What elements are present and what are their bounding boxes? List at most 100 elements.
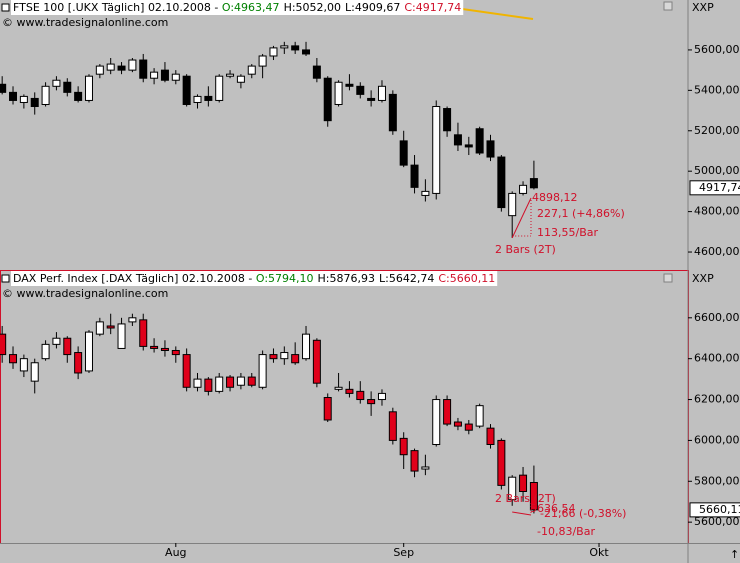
annotation: -10,83/Bar — [537, 525, 595, 538]
chart-title: FTSE 100 [.UKX Täglich] 02.10.2008 - — [13, 1, 222, 14]
candle-body — [464, 144, 473, 148]
y-tick-label: 4800,00 — [694, 205, 740, 218]
candle-body — [30, 362, 39, 382]
last-price-box — [689, 180, 740, 196]
candle-body — [160, 69, 169, 81]
candle-body — [128, 59, 137, 71]
panel-button[interactable] — [663, 1, 673, 11]
candle-body — [323, 77, 332, 122]
watermark: © www.tradesignalonline.com — [2, 287, 168, 300]
candle-body — [508, 476, 517, 501]
candle-body — [269, 47, 278, 57]
candle-body — [258, 55, 267, 67]
candle-body — [0, 83, 7, 93]
candle-body — [377, 85, 386, 101]
candle-body — [84, 331, 93, 372]
candle-body — [204, 95, 213, 101]
candle-body — [106, 63, 115, 71]
candle-body — [432, 106, 441, 194]
candle-body — [486, 427, 495, 445]
candle-body — [334, 81, 343, 105]
candle-body — [356, 85, 365, 95]
candle-body — [74, 91, 83, 101]
candle-body — [432, 399, 441, 445]
y-tick-label: 5600,00 — [694, 515, 740, 528]
x-tick-label: Sep — [393, 546, 414, 559]
candle-body — [236, 376, 245, 386]
y-tick-label: 5200,00 — [694, 124, 740, 137]
candle-body — [139, 59, 148, 79]
candle-body — [486, 140, 495, 158]
candle-body — [182, 75, 191, 105]
candle-body — [247, 65, 256, 75]
y-tick-label: 6000,00 — [694, 433, 740, 446]
candle-body — [41, 343, 50, 360]
candle-body — [139, 319, 148, 347]
ohlc-label: C:4917,74 — [404, 1, 461, 14]
panel-icon — [1, 3, 10, 12]
candle-body — [84, 75, 93, 101]
candle-body — [117, 323, 126, 349]
candle-body — [193, 95, 202, 103]
candle-body — [453, 134, 462, 146]
candle-body — [312, 339, 321, 384]
last-price-box — [689, 502, 740, 518]
ohlc-label: O:4963,47 — [222, 1, 280, 14]
axis-name: XXP — [692, 272, 714, 285]
candle-body — [171, 73, 180, 81]
y-tick-label: 6400,00 — [694, 352, 740, 365]
y-tick-label: 6600,00 — [694, 311, 740, 324]
candle-body — [247, 376, 256, 386]
annotation: 113,55/Bar — [537, 226, 598, 239]
y-tick-label: 5000,00 — [694, 164, 740, 177]
candle-body — [204, 378, 213, 392]
annotation: -21,66 (-0,38%) — [540, 507, 626, 520]
candle-body — [302, 49, 311, 55]
candle-body — [63, 81, 72, 93]
candle-body — [160, 347, 169, 351]
candle-body — [215, 75, 224, 101]
candle-body — [226, 73, 235, 77]
candle-body — [117, 65, 126, 71]
candle-body — [410, 450, 419, 472]
candle-body — [193, 378, 202, 388]
candle-body — [52, 79, 61, 87]
candle-body — [74, 352, 83, 374]
y-tick-label: 5600,00 — [694, 43, 740, 56]
candle-body — [95, 321, 104, 335]
candle-body — [443, 399, 452, 425]
watermark: © www.tradesignalonline.com — [2, 16, 168, 29]
ohlc-label: L:5642,74 — [379, 272, 434, 285]
last-price-label: 5660,11 — [699, 503, 740, 516]
candle-body — [182, 354, 191, 388]
y-tick-label: 5400,00 — [694, 83, 740, 96]
candle-body — [312, 65, 321, 79]
candle-body — [215, 376, 224, 392]
annotation: 5636,54 — [530, 502, 576, 515]
chart-header: DAX Perf. Index [.DAX Täglich] 02.10.200… — [13, 272, 495, 285]
candle-body — [150, 71, 159, 79]
candle-body — [291, 45, 300, 51]
ohlc-label: H:5876,93 — [318, 272, 375, 285]
header-bg — [11, 271, 498, 286]
candle-body — [508, 192, 517, 217]
y-tick-label: 4600,00 — [694, 245, 740, 258]
candle-body — [410, 164, 419, 188]
ohlc-label: C:5660,11 — [438, 272, 495, 285]
candle-body — [150, 345, 159, 349]
candle-body — [377, 392, 386, 401]
annotation: 2 Bars (2T) — [495, 492, 556, 505]
candle-body — [269, 354, 278, 360]
scroll-arrow[interactable]: ↑ — [730, 548, 739, 561]
candle-body — [464, 423, 473, 431]
candle-body — [334, 386, 343, 390]
candle-body — [63, 337, 72, 356]
ohlc-label: H:5052,00 — [284, 1, 341, 14]
candle-body — [9, 354, 18, 364]
panel-button[interactable] — [663, 273, 673, 283]
y-tick-label: 6200,00 — [694, 393, 740, 406]
candle-body — [519, 184, 528, 194]
x-tick-label: Okt — [589, 546, 609, 559]
candle-body — [443, 108, 452, 132]
